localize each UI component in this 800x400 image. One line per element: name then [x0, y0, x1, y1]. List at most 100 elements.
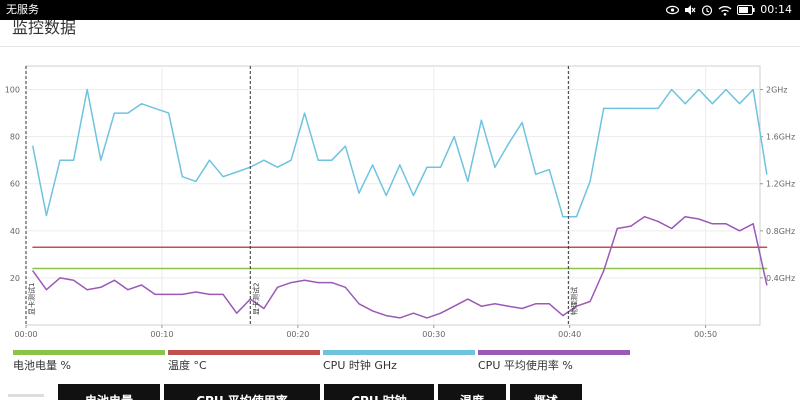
- alarm-icon: [701, 0, 713, 20]
- series-point-2: [168, 112, 170, 114]
- y-right-tick-label: 1.6GHz: [766, 133, 795, 142]
- series-point-2: [766, 173, 768, 175]
- legend-swatch-cpu-usage: [478, 350, 630, 355]
- header-divider: [0, 46, 800, 47]
- series-point-3: [59, 277, 61, 279]
- y-left-tick-label: 40: [10, 227, 20, 236]
- series-point-3: [480, 305, 482, 307]
- series-point-2: [358, 192, 360, 194]
- x-tick-label: 00:30: [422, 330, 445, 339]
- series-point-3: [643, 216, 646, 218]
- series-point-2: [317, 159, 319, 161]
- series-point-3: [507, 305, 510, 307]
- series-point-2: [32, 145, 34, 147]
- tab-cpu-clock[interactable]: CPU 时钟: [324, 384, 434, 400]
- series-point-3: [657, 220, 659, 222]
- legend-swatch-battery: [13, 350, 165, 355]
- series-point-3: [263, 307, 265, 310]
- series-point-2: [181, 176, 183, 178]
- tab-battery-level[interactable]: 电池电量: [58, 384, 160, 400]
- series-point-3: [86, 289, 88, 291]
- series-point-2: [439, 166, 442, 168]
- series-point-1: [32, 246, 34, 248]
- series-point-2: [208, 159, 211, 161]
- wifi-icon: [718, 0, 732, 20]
- series-point-0: [766, 267, 768, 270]
- series-point-3: [154, 293, 156, 295]
- series-line-3: [32, 215, 768, 319]
- series-point-2: [331, 159, 333, 161]
- series-point-2: [86, 88, 88, 91]
- legend-label-temperature: 温度 °C: [168, 359, 207, 372]
- series-point-3: [752, 223, 754, 225]
- series-point-0: [32, 267, 34, 270]
- series-point-3: [385, 314, 387, 317]
- series-point-2: [453, 136, 455, 138]
- series-point-2: [59, 159, 61, 161]
- series-point-2: [72, 159, 75, 161]
- series-point-2: [290, 159, 292, 161]
- series-point-3: [521, 307, 523, 310]
- series-point-2: [45, 214, 47, 217]
- series-point-3: [630, 225, 632, 227]
- series-point-3: [304, 279, 306, 281]
- series-line-2: [32, 88, 768, 218]
- series-point-2: [671, 88, 673, 91]
- series-point-3: [208, 293, 211, 295]
- series-point-2: [195, 180, 197, 182]
- series-point-2: [480, 119, 482, 121]
- series-point-2: [616, 107, 618, 109]
- header: 监控数据: [0, 20, 800, 46]
- series-point-2: [236, 171, 238, 173]
- series-point-3: [575, 305, 578, 307]
- x-tick-label: 00:10: [150, 330, 173, 339]
- y-left-tick-label: 100: [5, 86, 20, 95]
- series-point-3: [195, 291, 197, 293]
- y-right-tick-label: 2GHz: [766, 86, 788, 95]
- series-point-3: [548, 303, 550, 305]
- page-title: 监控数据: [12, 20, 77, 37]
- legend-item-cpu-clock: CPU 时钟 GHz: [323, 350, 475, 373]
- series-point-3: [45, 289, 47, 291]
- tab-temperature[interactable]: 温度: [438, 384, 506, 400]
- drag-handle[interactable]: [8, 394, 44, 397]
- series-point-2: [684, 103, 686, 105]
- series-point-3: [236, 312, 238, 314]
- series-point-3: [222, 293, 224, 295]
- series-point-3: [494, 303, 496, 305]
- series-point-3: [453, 305, 455, 307]
- series-point-3: [766, 284, 768, 286]
- series-point-3: [140, 284, 143, 286]
- series-point-2: [385, 194, 387, 197]
- series-point-2: [521, 121, 523, 124]
- series-point-2: [276, 166, 279, 168]
- series-point-2: [589, 180, 591, 182]
- eye-icon: [666, 0, 680, 20]
- series-point-2: [494, 166, 496, 168]
- series-point-3: [113, 279, 115, 281]
- series-point-2: [426, 166, 428, 168]
- series-point-2: [739, 103, 741, 105]
- series-point-3: [603, 270, 605, 272]
- series-point-2: [372, 164, 374, 166]
- series-point-3: [426, 317, 428, 319]
- tab-cpu-usage[interactable]: CPU 平均使用率: [164, 384, 320, 400]
- series-point-2: [603, 107, 605, 109]
- test-marker-label: 物理测试: [569, 287, 578, 315]
- series-point-2: [412, 194, 414, 197]
- series-point-3: [276, 286, 279, 288]
- series-point-3: [32, 270, 34, 272]
- tab-overview[interactable]: 概述: [510, 384, 582, 400]
- x-tick-label: 00:50: [694, 330, 717, 339]
- x-tick-label: 00:20: [286, 330, 309, 339]
- y-left-tick-label: 20: [10, 274, 20, 283]
- test-marker-label: 显卡测试2: [251, 283, 260, 315]
- legend-swatch-cpu-clock: [323, 350, 475, 355]
- series-point-2: [399, 164, 401, 166]
- series-point-2: [752, 88, 754, 91]
- series-point-2: [711, 103, 714, 105]
- chart-legend: 电池电量 % 温度 °C CPU 时钟 GHz CPU 平均使用率 %: [0, 346, 800, 372]
- series-point-3: [616, 227, 618, 230]
- y-left-tick-label: 60: [10, 180, 20, 189]
- series-point-3: [589, 300, 591, 303]
